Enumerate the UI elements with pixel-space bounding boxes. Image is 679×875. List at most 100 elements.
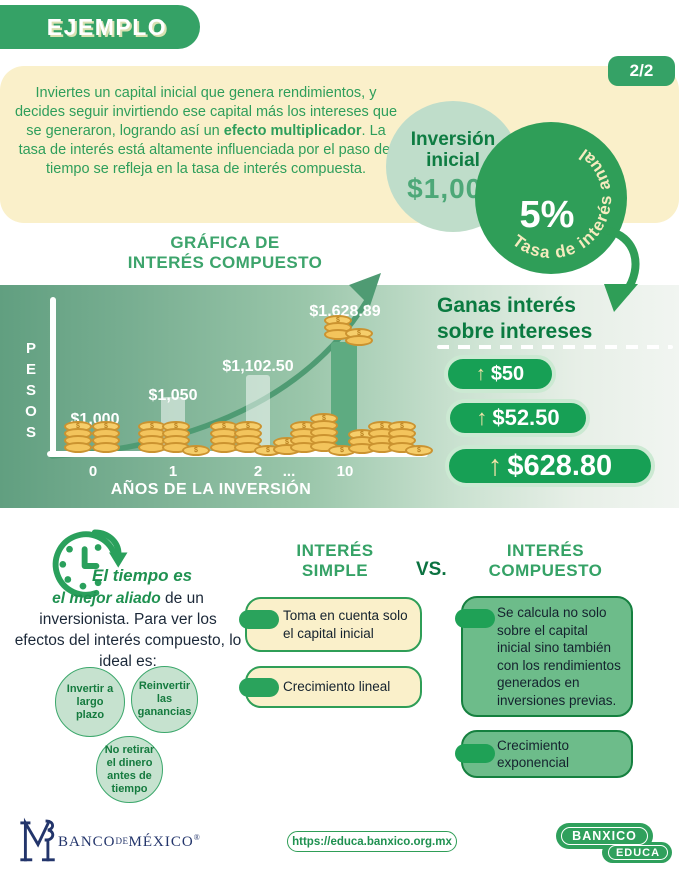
coin-dollar-symbol: $ (194, 446, 198, 454)
coin-stack: $ (388, 421, 416, 453)
time-rest: de un inversionista. Para ver los efecto… (14, 590, 242, 670)
intro-text-after: . La tasa de interés está altamente infl… (18, 123, 394, 177)
y-axis-letter: O (25, 403, 37, 420)
coin-icon: $ (405, 445, 433, 456)
simple-card-2-text: Crecimiento lineal (283, 679, 391, 695)
x-tick-0: 0 (88, 463, 98, 480)
gains-heading-line1: Ganas interés (437, 294, 576, 317)
coin-dollar-symbol: $ (266, 446, 270, 454)
badge-educa-label: EDUCA (608, 845, 668, 860)
simple-card-2: Crecimiento lineal (239, 666, 422, 708)
simple-card-1: Toma en cuenta solo el capital inicial (239, 597, 422, 652)
card-tab (239, 610, 279, 629)
up-arrow-icon: ↑ (487, 449, 503, 482)
coin-dollar-symbol: $ (400, 422, 404, 430)
vs-label: VS. (416, 559, 447, 580)
y-axis-letter: S (25, 424, 36, 441)
coin-icon (64, 442, 92, 453)
investment-label-line2: inicial (426, 149, 480, 171)
x-tick-10: 10 (336, 463, 354, 480)
y-axis-label: P E S O S (22, 340, 40, 441)
example-banner-label: EJEMPLO (46, 13, 168, 40)
heading-interes-compuesto-line2: COMPUESTO (488, 561, 603, 580)
tip-circle-invest-long: Invertir a largo plazo (55, 667, 125, 737)
heading-interes-simple: INTERÉS SIMPLE (265, 541, 405, 581)
intro-text-before: Inviertes un capital inicial que genera … (14, 85, 398, 139)
hook-arrow-icon (602, 226, 640, 312)
y-axis-letter: E (25, 361, 36, 378)
interest-rate-circle: Tasa de interés anual 5% (475, 122, 627, 274)
heading-interes-compuesto: INTERÉS COMPUESTO (458, 541, 633, 581)
bank-name-mexico: MÉXICO (128, 834, 194, 850)
coin-dollar-symbol: $ (417, 446, 421, 454)
coin-icon (345, 335, 373, 346)
coin-stack: $ (92, 421, 120, 453)
gains-heading-line2: sobre intereses (437, 320, 593, 343)
intro-paragraph: Inviertes un capital inicial que genera … (14, 84, 398, 179)
chart-title-line1: GRÁFICA DE (170, 233, 280, 252)
badge-banxico-label: BANXICO (561, 827, 648, 845)
intro-text-bold: efecto multiplicador (223, 123, 362, 139)
heading-interes-compuesto-line1: INTERÉS (506, 541, 585, 560)
coin-icon: $ (182, 445, 210, 456)
gains-heading: Ganas interés sobre intereses (437, 293, 592, 345)
example-banner: EJEMPLO (0, 5, 200, 49)
gain-pill-50-value: $50 (490, 362, 525, 385)
educa-url-link[interactable]: https://educa.banxico.org.mx (287, 831, 457, 852)
card-tab (455, 609, 495, 628)
value-label-1050: $1,050 (148, 387, 198, 404)
y-axis-letter: P (25, 340, 36, 357)
bank-name-de: DE (115, 836, 129, 846)
compound-card-2-text: Crecimiento exponencial (497, 737, 570, 771)
tip-circle-no-withdraw: No retirar el dinero antes de tiempo (96, 736, 163, 803)
y-axis-letter: S (25, 382, 36, 399)
x-tick-2: 2 (253, 463, 263, 480)
compound-card-1-text: Se calcula no solo sobre el capital inic… (497, 605, 621, 708)
compound-card-2: Crecimiento exponencial (455, 730, 633, 778)
badge-bottom-shape (602, 842, 672, 863)
dashed-divider (437, 345, 673, 349)
card-tab (455, 744, 495, 763)
time-highlight: el mejor aliado (52, 590, 161, 607)
coin-dollar-symbol: $ (340, 446, 344, 454)
x-axis (47, 451, 428, 457)
chart-band: P E S O S $1,000 $1,050 $1,102.50 $1,628… (0, 273, 679, 508)
registered-mark: ® (193, 833, 201, 842)
page-number-badge: 2/2 (608, 56, 675, 86)
gain-pill-52-value: $52.50 (492, 405, 560, 430)
chart-title: GRÁFICA DE INTERÉS COMPUESTO (40, 233, 410, 273)
card-tab (239, 678, 279, 697)
rate-value: 5% (520, 194, 575, 236)
chart-title-line2: INTERÉS COMPUESTO (127, 253, 323, 272)
investment-label-line1: Inversión (410, 128, 496, 150)
x-tick-1: 1 (168, 463, 178, 480)
clock-icon (52, 529, 128, 598)
compound-card-1: Se calcula no solo sobre el capital inic… (455, 596, 633, 717)
gain-pill-52: ↑ $52.50 (446, 399, 590, 437)
x-tick-dots: ... (282, 463, 296, 480)
gain-pill-50: ↑ $50 (444, 355, 556, 393)
bank-name-banco: BANCO (58, 834, 116, 850)
value-label-1102: $1,102.50 (222, 358, 294, 375)
tip-circle-reinvest: Reinvertir las ganancias (131, 666, 198, 733)
time-lead-text: El tiempo es (92, 566, 193, 585)
gain-pill-628: ↑ $628.80 (445, 445, 655, 487)
coin-stack: $ (182, 445, 210, 456)
coin-stack: $ (405, 445, 433, 456)
coin-icon (92, 442, 120, 453)
time-paragraph: el mejor aliado de un inversionista. Par… (13, 588, 243, 672)
gain-pill-628-value: $628.80 (507, 449, 613, 482)
coin-stack: $ (64, 421, 92, 453)
up-arrow-icon: ↑ (476, 405, 488, 430)
y-axis (50, 297, 56, 457)
coin-stack: $ (345, 328, 373, 346)
bank-name: BANCODEMÉXICO® (58, 833, 201, 851)
up-arrow-icon: ↑ (475, 362, 486, 385)
x-axis-label: AÑOS DE LA INVERSIÓN (110, 481, 312, 498)
simple-card-1-text: Toma en cuenta solo el capital inicial (283, 608, 408, 641)
heading-interes-simple-line1: INTERÉS (296, 541, 374, 560)
banxico-educa-badge: BANXICO EDUCA (556, 823, 674, 867)
banco-de-mexico-logo (20, 817, 55, 862)
heading-interes-simple-line2: SIMPLE (301, 561, 369, 580)
